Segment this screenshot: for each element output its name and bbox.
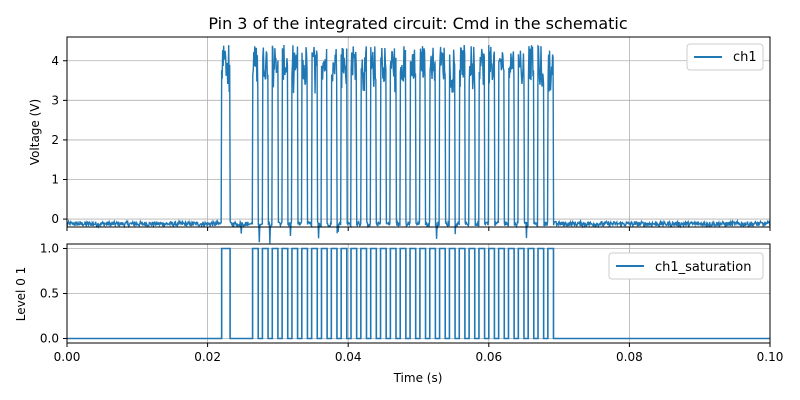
level-ytick-label: 0.0 <box>40 332 59 346</box>
voltage-ytick-label: 3 <box>51 93 59 107</box>
level-ytick-label: 1.0 <box>40 242 59 256</box>
voltage-ylabel: Voltage (V) <box>28 99 42 165</box>
voltage-legend: ch1 <box>686 43 764 71</box>
x-tick-label: 0.08 <box>616 350 643 364</box>
level-legend-box <box>608 252 764 280</box>
voltage-ytick-label: 1 <box>51 173 59 187</box>
time-xlabel: Time (s) <box>393 371 443 385</box>
x-tick-label: 0.10 <box>757 350 784 364</box>
level-ytick-label: 0.5 <box>40 287 59 301</box>
x-tick-label: 0.06 <box>475 350 502 364</box>
voltage-ticks: 0 1 2 3 4 <box>51 54 771 231</box>
level-series <box>67 247 770 340</box>
voltage-grid <box>66 37 771 227</box>
voltage-ytick-label: 0 <box>51 212 59 226</box>
x-tick-label: 0.02 <box>194 350 221 364</box>
voltage-axes-frame <box>66 36 771 228</box>
voltage-ytick-label: 2 <box>51 133 59 147</box>
chart-title: Pin 3 of the integrated circuit: Cmd in … <box>208 14 627 33</box>
ch1-voltage-line <box>66 44 771 244</box>
x-tick-label: 0.04 <box>335 350 362 364</box>
level-panel: 0.00 0.02 0.04 0.06 0.08 0.10 0.0 0.5 1.0 Level … <box>14 242 783 386</box>
x-tick-label: 0.00 <box>54 350 81 364</box>
voltage-legend-box <box>686 43 764 71</box>
ch1-saturation-line <box>67 247 770 340</box>
voltage-panel: 0 1 2 3 4 Voltage (V) ch1 <box>28 36 771 244</box>
voltage-series <box>66 44 771 244</box>
voltage-ytick-label: 4 <box>51 54 59 68</box>
level-ticks: 0.00 0.02 0.04 0.06 0.08 0.10 0.0 0.5 1.0 <box>40 242 783 365</box>
level-legend-label: ch1_saturation <box>655 260 751 275</box>
voltage-legend-label: ch1 <box>733 50 757 65</box>
level-ylabel: Level 0 1 <box>14 267 28 322</box>
level-legend: ch1_saturation <box>608 252 764 280</box>
